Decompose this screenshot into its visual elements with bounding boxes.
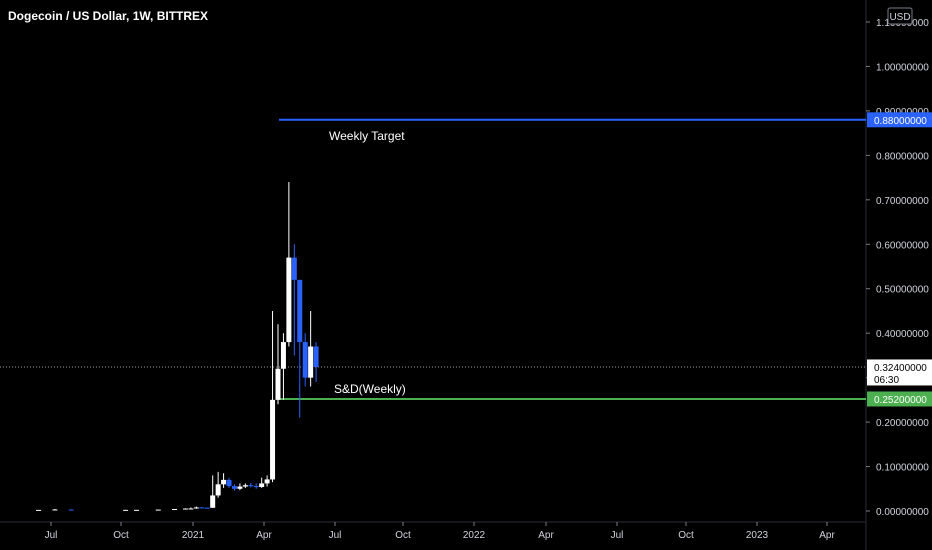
currency-badge-box[interactable] <box>887 7 913 25</box>
candles <box>36 182 319 511</box>
candle-body <box>264 479 270 484</box>
candle-body <box>308 346 314 378</box>
candle-body <box>275 368 281 400</box>
price-tick-label: 0.50000000 <box>876 285 929 296</box>
candle-body <box>188 508 194 510</box>
candle-body <box>242 485 248 487</box>
weekly-target-label: Weekly Target <box>329 129 405 143</box>
candle-body <box>248 485 254 487</box>
candle-body <box>182 508 188 510</box>
plot-area <box>0 0 867 550</box>
level-lines: Weekly Target S&D(Weekly) <box>0 118 866 400</box>
time-tick-label: Jul <box>611 530 624 541</box>
candle-body <box>123 509 129 511</box>
time-tick-label: 2021 <box>182 530 205 541</box>
candle-body <box>193 507 199 509</box>
time-tick-label: Apr <box>819 530 835 541</box>
countdown-label: 06:30 <box>874 375 899 386</box>
price-tick-label: 0.70000000 <box>876 196 929 207</box>
time-tick-label: Jul <box>329 530 342 541</box>
time-tick-label: Jul <box>45 530 58 541</box>
candle-body <box>280 342 286 369</box>
candle-body <box>231 486 237 489</box>
candle-body <box>237 486 243 489</box>
candle-body <box>286 257 292 343</box>
price-tick-label: 0.10000000 <box>876 463 929 474</box>
price-tag-box <box>867 112 932 128</box>
price-tick-label: 1.00000000 <box>876 62 929 73</box>
price-tick-label: 0.20000000 <box>876 418 929 429</box>
candle-body <box>172 508 178 510</box>
time-tick-label: 2022 <box>463 530 486 541</box>
price-tag-label: 0.32400000 <box>874 363 927 374</box>
candle-body <box>313 346 319 367</box>
symbol-title: Dogecoin / US Dollar, 1W, BITTREX <box>8 9 208 23</box>
currency-badge[interactable]: USD <box>889 12 910 23</box>
time-axis[interactable]: Jul Oct 2021 Apr Jul Oct 2022 Apr Jul Oct 2023 Apr <box>45 522 836 541</box>
time-tick-label: 2023 <box>746 530 769 541</box>
price-tag-label: 0.25200000 <box>874 395 927 406</box>
candle-body <box>302 342 308 378</box>
price-tick-label: 0.40000000 <box>876 329 929 340</box>
price-tick-label: 0.00000000 <box>876 507 929 518</box>
candle-body <box>68 509 74 511</box>
candle-body <box>52 509 58 511</box>
price-axis[interactable]: 0.000000000.100000000.200000000.30000000… <box>866 18 929 518</box>
time-tick-label: Oct <box>678 530 694 541</box>
time-tick-label: Apr <box>256 530 272 541</box>
candle-body <box>270 399 276 480</box>
price-tag-box <box>867 359 932 386</box>
candle-body <box>221 479 227 485</box>
time-tick-label: Oct <box>395 530 411 541</box>
candle-body <box>291 257 297 280</box>
price-tick-label: 0.80000000 <box>876 151 929 162</box>
price-tag-label: 0.88000000 <box>874 116 927 127</box>
candle-body <box>215 484 221 496</box>
time-tick-label: Apr <box>538 530 554 541</box>
candle-body <box>36 509 42 511</box>
candle-body <box>210 495 216 508</box>
candle-body <box>259 483 265 487</box>
candle-body <box>226 479 232 487</box>
candle-body <box>199 507 205 509</box>
candle-body <box>204 507 210 509</box>
candle-body <box>134 509 140 511</box>
price-tick-label: 0.60000000 <box>876 240 929 251</box>
price-tag-box <box>867 391 932 407</box>
candle-body <box>253 486 259 488</box>
candle-body <box>297 279 303 343</box>
time-tick-label: Oct <box>113 530 129 541</box>
candle-body <box>155 509 161 511</box>
sd-weekly-label: S&D(Weekly) <box>334 382 406 396</box>
